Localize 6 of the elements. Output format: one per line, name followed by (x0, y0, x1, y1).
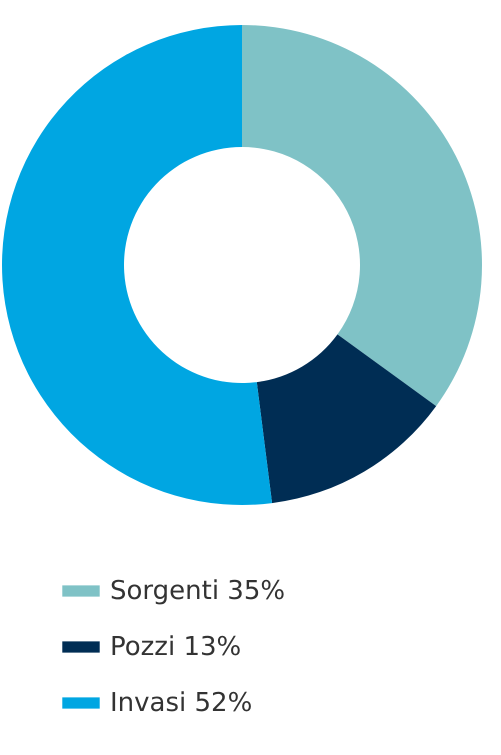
donut-slice (242, 25, 482, 406)
legend-label: Sorgenti 35% (110, 576, 286, 606)
legend-label: Pozzi 13% (110, 632, 242, 662)
legend-label: Invasi 52% (110, 688, 252, 718)
donut-slice (256, 334, 436, 504)
donut-slice (2, 25, 272, 505)
